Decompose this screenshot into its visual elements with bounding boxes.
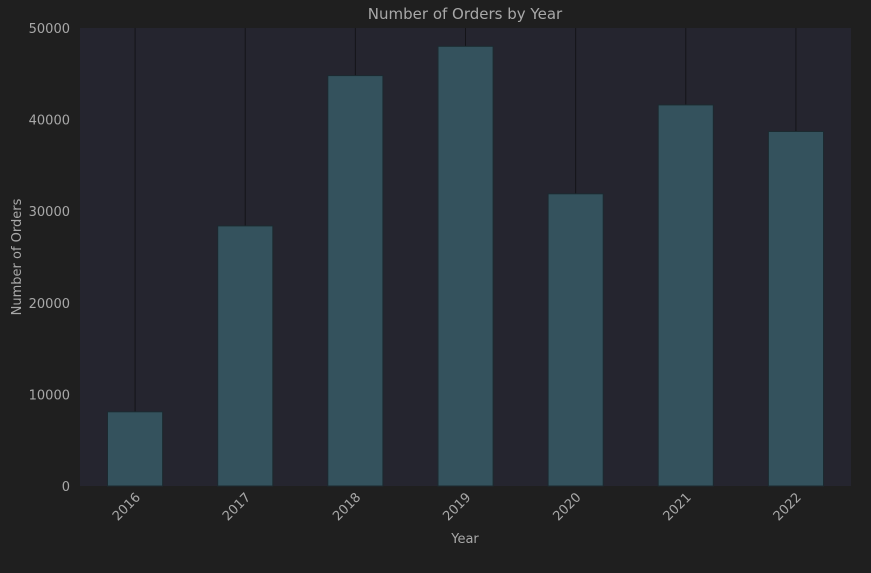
- chart-title: Number of Orders by Year: [368, 5, 563, 23]
- bar-layer: [107, 45, 825, 487]
- bar-2018: [327, 75, 384, 487]
- y-tick-labels: 0 10000 20000 30000 40000 50000: [29, 22, 70, 495]
- bar-2020: [547, 193, 604, 487]
- bar-2017: [217, 225, 274, 487]
- bar-2021: [657, 104, 714, 487]
- bar-2016: [107, 411, 164, 487]
- y-tick-label-0: 0: [62, 480, 70, 495]
- bar-2019: [437, 45, 494, 487]
- y-tick-label-50000: 50000: [29, 22, 70, 37]
- y-axis-label: Number of Orders: [10, 198, 25, 315]
- y-tick-label-30000: 30000: [29, 205, 70, 220]
- y-tick-label-40000: 40000: [29, 114, 70, 129]
- bar-2022: [767, 131, 825, 487]
- y-tick-label-10000: 10000: [29, 388, 70, 403]
- y-tick-label-20000: 20000: [29, 297, 70, 312]
- x-axis-label: Year: [450, 532, 479, 547]
